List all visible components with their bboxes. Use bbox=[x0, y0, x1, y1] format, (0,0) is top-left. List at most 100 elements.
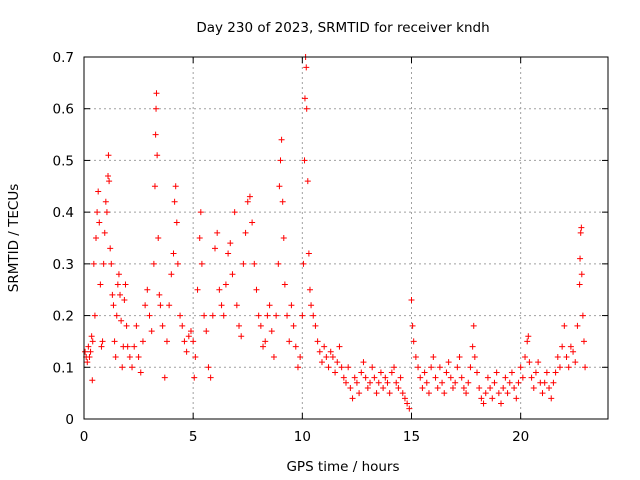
data-point bbox=[159, 322, 166, 329]
data-point bbox=[408, 297, 415, 304]
data-point bbox=[279, 198, 286, 205]
data-point bbox=[513, 395, 520, 402]
data-point bbox=[441, 390, 448, 397]
data-point bbox=[156, 291, 163, 298]
data-point bbox=[191, 374, 198, 381]
data-point bbox=[117, 291, 124, 298]
data-point bbox=[303, 105, 310, 112]
data-point bbox=[412, 353, 419, 360]
data-point bbox=[500, 384, 507, 391]
data-point bbox=[84, 359, 91, 366]
data-point bbox=[358, 369, 365, 376]
data-point bbox=[517, 364, 524, 371]
data-point bbox=[559, 343, 566, 350]
y-tick-label: 0 bbox=[65, 412, 74, 428]
data-point bbox=[436, 364, 443, 371]
data-point bbox=[260, 343, 267, 350]
data-point bbox=[273, 312, 280, 319]
data-point bbox=[108, 260, 115, 267]
data-point bbox=[105, 172, 112, 179]
data-point bbox=[312, 322, 319, 329]
data-point bbox=[197, 209, 204, 216]
data-point bbox=[415, 364, 422, 371]
data-point bbox=[82, 348, 89, 355]
data-point bbox=[161, 374, 168, 381]
data-point bbox=[561, 322, 568, 329]
data-point bbox=[401, 395, 408, 402]
data-point bbox=[171, 198, 178, 205]
data-point bbox=[185, 333, 192, 340]
data-point bbox=[452, 379, 459, 386]
data-point bbox=[576, 281, 583, 288]
data-point bbox=[577, 229, 584, 236]
data-point bbox=[205, 364, 212, 371]
data-point bbox=[95, 188, 102, 195]
data-point bbox=[142, 302, 149, 309]
y-tick-label: 0.6 bbox=[53, 102, 74, 118]
data-point bbox=[580, 338, 587, 345]
data-point bbox=[131, 343, 138, 350]
y-tick-label: 0.5 bbox=[53, 153, 74, 169]
data-point bbox=[471, 353, 478, 360]
data-point bbox=[153, 105, 160, 112]
data-point bbox=[432, 374, 439, 381]
data-point bbox=[301, 95, 308, 102]
data-point bbox=[115, 271, 122, 278]
data-point bbox=[404, 400, 411, 407]
data-point bbox=[109, 291, 116, 298]
data-point bbox=[110, 302, 117, 309]
data-point bbox=[299, 312, 306, 319]
data-point bbox=[316, 348, 323, 355]
data-point bbox=[476, 384, 483, 391]
data-point bbox=[428, 364, 435, 371]
data-point bbox=[266, 302, 273, 309]
data-point bbox=[384, 379, 391, 386]
data-point bbox=[550, 379, 557, 386]
data-point bbox=[153, 90, 160, 97]
data-point bbox=[190, 338, 197, 345]
data-point bbox=[103, 209, 110, 216]
data-point bbox=[343, 379, 349, 386]
data-point bbox=[532, 369, 539, 376]
x-axis-label: GPS time / hours bbox=[286, 459, 399, 475]
x-tick-label: 10 bbox=[294, 429, 311, 445]
data-point bbox=[183, 348, 190, 355]
data-point bbox=[511, 384, 518, 391]
data-point bbox=[181, 338, 188, 345]
data-point bbox=[340, 374, 347, 381]
data-point bbox=[194, 286, 201, 293]
data-point bbox=[90, 260, 97, 267]
data-point bbox=[349, 395, 356, 402]
data-point bbox=[373, 390, 380, 397]
data-point bbox=[329, 353, 336, 360]
data-point bbox=[425, 390, 432, 397]
data-point bbox=[270, 353, 277, 360]
data-point bbox=[360, 359, 367, 366]
data-point bbox=[99, 338, 106, 345]
data-point bbox=[308, 302, 315, 309]
x-tick-label: 20 bbox=[512, 429, 529, 445]
data-point bbox=[393, 379, 400, 386]
data-point bbox=[146, 312, 153, 319]
data-point bbox=[187, 328, 194, 335]
data-point bbox=[196, 235, 203, 241]
data-point bbox=[524, 338, 531, 345]
x-tick-label: 15 bbox=[403, 429, 420, 445]
data-point bbox=[495, 390, 502, 397]
data-point bbox=[367, 379, 374, 386]
data-point bbox=[543, 369, 550, 376]
data-point bbox=[118, 317, 125, 324]
data-point bbox=[508, 369, 515, 376]
data-point bbox=[225, 250, 232, 257]
data-point bbox=[284, 312, 291, 319]
data-point bbox=[345, 364, 352, 371]
data-point bbox=[173, 219, 180, 226]
data-point bbox=[578, 224, 585, 231]
data-point bbox=[323, 353, 330, 360]
data-point bbox=[218, 302, 225, 309]
data-point bbox=[377, 369, 384, 376]
data-point bbox=[460, 384, 467, 391]
data-point bbox=[522, 353, 529, 360]
data-point bbox=[577, 255, 584, 262]
data-point bbox=[482, 390, 489, 397]
